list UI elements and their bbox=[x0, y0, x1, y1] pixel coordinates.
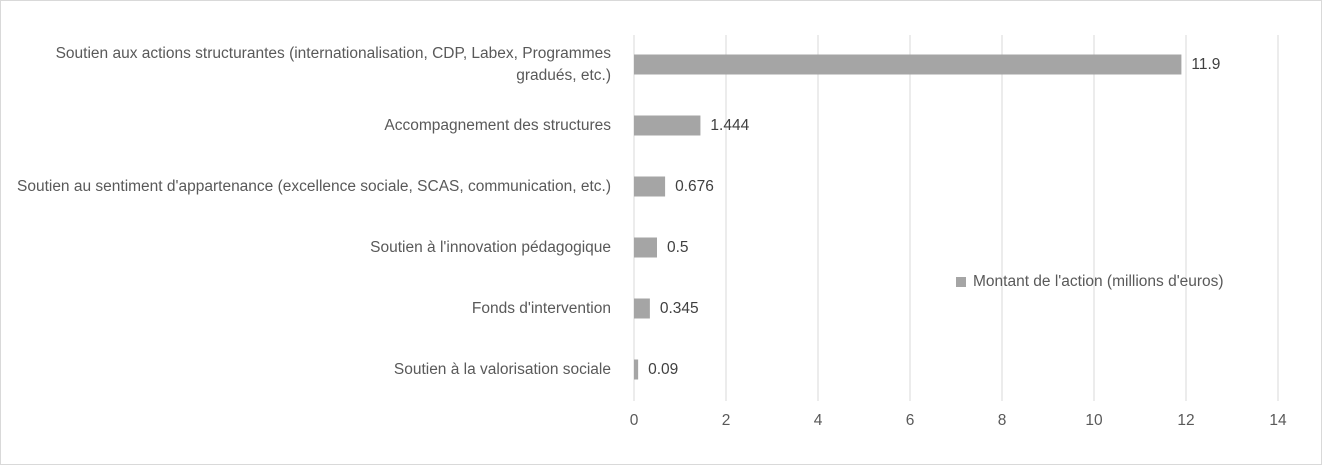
data-label: 0.676 bbox=[675, 177, 714, 195]
x-tick-label: 4 bbox=[813, 412, 823, 429]
data-label: 0.345 bbox=[659, 299, 699, 317]
x-tick-label: 2 bbox=[721, 412, 731, 429]
x-tick-label: 0 bbox=[629, 412, 639, 429]
legend-label: Montant de l'action (millions d'euros) bbox=[973, 273, 1224, 290]
y-tick-label: Soutien à la valorisation sociale bbox=[393, 360, 611, 378]
bar bbox=[634, 115, 701, 136]
data-label: 0.09 bbox=[648, 360, 679, 378]
y-tick-label: Soutien aux actions structurantes (inter… bbox=[55, 44, 611, 84]
legend-swatch bbox=[956, 277, 966, 287]
x-tick-label: 14 bbox=[1269, 412, 1287, 429]
x-tick-label: 8 bbox=[997, 412, 1007, 429]
bar bbox=[634, 176, 666, 197]
y-tick-label: Fonds d'intervention bbox=[471, 299, 611, 317]
bar bbox=[634, 237, 657, 258]
bar bbox=[634, 54, 1182, 75]
y-tick-label: Soutien à l'innovation pédagogique bbox=[370, 238, 611, 256]
data-label: 0.5 bbox=[667, 238, 689, 256]
y-tick-label: Accompagnement des structures bbox=[384, 116, 611, 134]
bar bbox=[634, 359, 639, 380]
x-tick-label: 12 bbox=[1177, 412, 1195, 429]
data-label: 1.444 bbox=[710, 116, 750, 134]
y-tick-label: Soutien au sentiment d'appartenance (exc… bbox=[16, 177, 611, 195]
x-tick-label: 6 bbox=[905, 412, 915, 429]
x-tick-label: 10 bbox=[1085, 412, 1103, 429]
bar bbox=[634, 298, 650, 319]
data-label: 11.9 bbox=[1191, 55, 1221, 73]
